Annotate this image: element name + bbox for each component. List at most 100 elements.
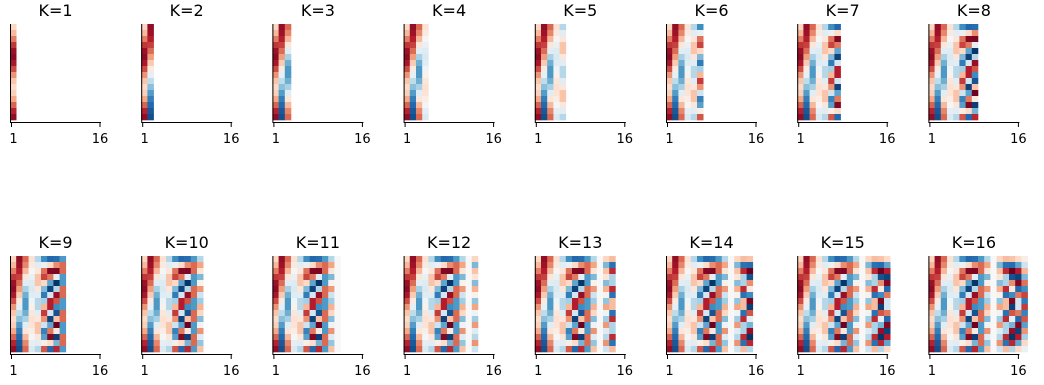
heatmap-cell xyxy=(559,102,567,109)
heatmap-cell xyxy=(959,24,966,31)
heatmap-cell xyxy=(471,316,479,323)
heatmap-cell xyxy=(865,280,872,287)
heatmap-cell xyxy=(666,256,673,263)
heatmap-cell xyxy=(871,310,879,317)
heatmap-cell xyxy=(10,60,17,67)
heatmap-cell xyxy=(934,286,942,293)
heatmap-cell xyxy=(871,322,879,329)
heatmap-cell xyxy=(1015,322,1022,329)
heatmap-cell xyxy=(1002,316,1010,323)
heatmap-cell xyxy=(834,24,841,31)
heatmap-cell xyxy=(684,328,692,335)
heatmap-cell xyxy=(797,54,804,61)
heatmap-cell xyxy=(278,66,286,73)
heatmap-cell xyxy=(934,30,942,37)
heatmap-cell xyxy=(959,274,966,281)
heatmap-cell xyxy=(440,298,448,305)
heatmap-cell xyxy=(734,334,741,341)
heatmap-cell xyxy=(272,48,279,55)
heatmap-cell xyxy=(440,346,448,353)
panel-k14: K=141 16 xyxy=(665,233,764,379)
heatmap-cell xyxy=(959,102,966,109)
heatmap-cell xyxy=(1015,340,1022,347)
heatmap-cell xyxy=(678,30,685,37)
heatmap-cell xyxy=(672,292,679,299)
heatmap-cell xyxy=(197,316,204,323)
heatmap-cell xyxy=(709,328,716,335)
heatmap-cell xyxy=(1002,328,1010,335)
heatmap-cell xyxy=(572,256,579,263)
heatmap-cell xyxy=(959,334,966,341)
heatmap-cell xyxy=(678,280,685,287)
heatmap-cell xyxy=(553,60,560,67)
heatmap-cell xyxy=(178,310,185,317)
heatmap-cell xyxy=(721,292,729,299)
heatmap-cell xyxy=(559,316,567,323)
heatmap-cell xyxy=(272,268,279,275)
heatmap-cell xyxy=(940,60,948,67)
heatmap-cell xyxy=(53,292,60,299)
heatmap-cell xyxy=(278,24,286,31)
panel-title: K=3 xyxy=(301,1,335,20)
heatmap-cell xyxy=(803,340,810,347)
heatmap-cell xyxy=(853,322,860,329)
heatmap-cell xyxy=(959,346,966,353)
heatmap-cell xyxy=(734,346,741,353)
heatmap-cell xyxy=(272,60,279,67)
heatmap-cell xyxy=(284,280,292,287)
heatmap-cell xyxy=(409,322,417,329)
heatmap-cell xyxy=(609,316,616,323)
heatmap-cell xyxy=(834,262,841,269)
heatmap-cell xyxy=(834,48,841,55)
heatmap-cell xyxy=(184,346,192,353)
heatmap-cell xyxy=(971,298,979,305)
heatmap-cell xyxy=(334,322,341,329)
heatmap-cell xyxy=(471,334,479,341)
heatmap-cell xyxy=(797,328,804,335)
heatmap-cell xyxy=(965,96,973,103)
heatmap-cell xyxy=(16,328,23,335)
heatmap-cell xyxy=(871,292,879,299)
heatmap-cell xyxy=(416,108,423,115)
heatmap-cell xyxy=(809,334,817,341)
heatmap-cell xyxy=(584,280,591,287)
heatmap-cell xyxy=(603,322,610,329)
heatmap-cell xyxy=(22,346,29,353)
heatmap-cell xyxy=(978,286,985,293)
heatmap-cell xyxy=(547,30,554,37)
heatmap-cell xyxy=(153,340,161,347)
heatmap-cell xyxy=(172,328,179,335)
heatmap-cell xyxy=(440,262,448,269)
heatmap-cell xyxy=(797,72,804,79)
heatmap-cell xyxy=(434,280,442,287)
heatmap-cell xyxy=(315,346,323,353)
heatmap-cell xyxy=(16,274,23,281)
heatmap-cell xyxy=(16,340,23,347)
heatmap-cell xyxy=(141,274,148,281)
heatmap-cell xyxy=(721,262,729,269)
heatmap-cell xyxy=(596,274,604,281)
heatmap-cell xyxy=(141,346,148,353)
heatmap-cell xyxy=(715,334,723,341)
heatmap-cell xyxy=(172,298,179,305)
heatmap-cell xyxy=(703,256,710,263)
heatmap-cell xyxy=(422,60,429,67)
heatmap-cell xyxy=(272,66,279,73)
heatmap-cell xyxy=(141,24,148,31)
heatmap-cell xyxy=(1002,304,1010,311)
heatmap-cell xyxy=(447,280,454,287)
heatmap-cell xyxy=(703,346,710,353)
heatmap-cell xyxy=(534,90,542,97)
panel-k8: K=81 16 xyxy=(928,1,1027,147)
heatmap-cell xyxy=(16,286,23,293)
heatmap-cell xyxy=(746,268,754,275)
heatmap-cell xyxy=(971,72,979,79)
heatmap-cell xyxy=(322,256,329,263)
heatmap-cell xyxy=(697,334,704,341)
heatmap-cell xyxy=(721,322,729,329)
heatmap-cell xyxy=(678,102,685,109)
heatmap-cell xyxy=(465,274,473,281)
heatmap-cell xyxy=(815,256,823,263)
heatmap-cell xyxy=(453,274,460,281)
heatmap-cell xyxy=(959,262,966,269)
